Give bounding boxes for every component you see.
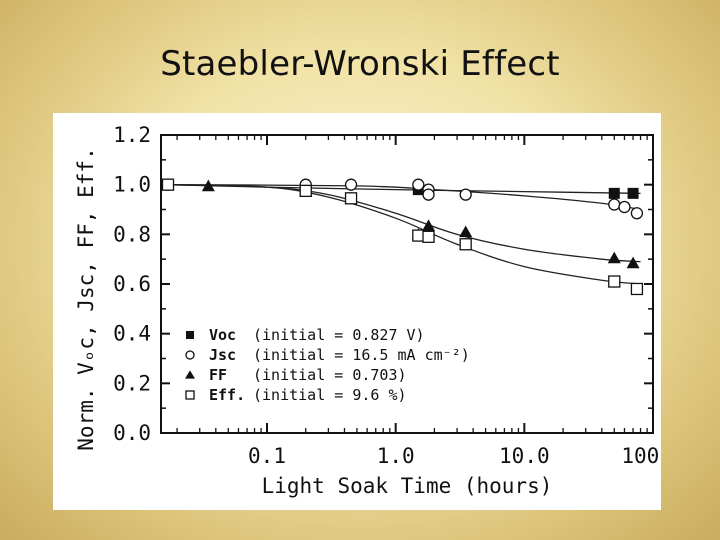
jsc-point [344,178,358,191]
jsc-point [630,207,644,220]
x-tick-label: 0.1 [248,444,286,468]
eff-legend-text: (initial = 9.6 %) [253,386,407,404]
voc-legend-text: (initial = 0.827 V) [253,326,425,344]
y-tick-label: 0.2 [113,371,151,395]
ff-point [607,251,621,264]
x-axis-title: Light Soak Time (hours) [262,474,553,498]
axis-ticks: 0.0 0.2 0.4 0.6 0.8 1.0 1.2 0.1 1.0 10.0 100.0 [113,123,661,468]
jsc-point [608,198,621,211]
eff-point [459,238,472,251]
ff-point [459,225,473,238]
jsc-point [412,178,425,191]
legend: Voc (initial = 0.827 V) Jsc (initial = 16.5… [185,326,470,404]
y-tick-label: 0.6 [113,272,151,296]
y-tick-label: 0.4 [113,322,151,346]
jsc-point [459,188,472,201]
ff-fit-curve [167,184,641,263]
jsc-legend-marker [185,350,195,360]
eff-point [161,178,175,191]
voc-point [627,187,639,199]
eff-point [344,192,358,205]
jsc-point [618,200,631,214]
x-tick-label: 10.0 [499,444,550,468]
eff-point [630,282,644,296]
fit-curves [167,184,641,285]
voc-legend-name: Voc [209,326,236,344]
jsc-fit-curve [167,184,641,211]
ff-point [626,256,640,269]
x-tick-label: 1.0 [377,444,415,468]
y-axis-title-text: Norm. Vₒc, Jsc, FF, Eff. [74,147,98,450]
eff-legend-marker [185,390,195,400]
jsc-legend-name: Jsc [209,346,236,364]
staebler-wronski-chart: 0.0 0.2 0.4 0.6 0.8 1.0 1.2 0.1 1.0 10.0 100.0 Voc… [74,123,661,498]
eff-point [412,229,425,242]
data-points [161,178,644,296]
ff-legend-name: FF [209,366,227,384]
ff-point [201,179,215,192]
figure-panel: 0.0 0.2 0.4 0.6 0.8 1.0 1.2 0.1 1.0 10.0 100.0 Voc… [53,113,661,510]
eff-point [422,230,435,243]
eff-point [608,275,621,288]
x-tick-label: 100.0 [621,444,661,468]
jsc-legend-text: (initial = 16.5 mA cm⁻²) [253,346,470,364]
slide-title: Staebler-Wronski Effect [160,44,560,84]
voc-point [608,187,620,199]
eff-point [299,184,312,198]
y-axis-title: Norm. Vₒc, Jsc, FF, Eff. [74,147,98,450]
eff-legend-name: Eff. [209,386,245,404]
ff-legend-text: (initial = 0.703) [253,366,407,384]
ff-legend-marker [185,370,195,379]
jsc-point [422,188,435,201]
voc-legend-marker [186,331,194,339]
y-tick-label: 1.0 [113,173,151,197]
y-tick-label: 0.8 [113,222,151,246]
ff-point [422,219,436,231]
y-tick-label: 0.0 [113,421,151,445]
y-tick-label: 1.2 [113,123,151,147]
